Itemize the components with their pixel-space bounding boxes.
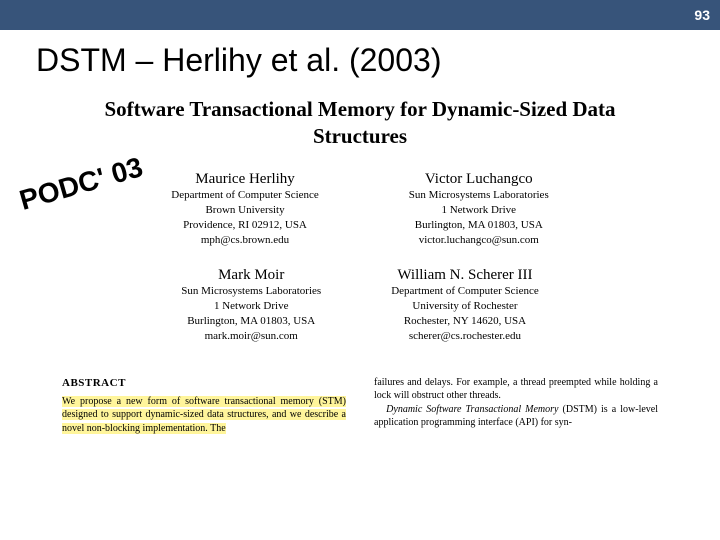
author-email: mph@cs.brown.edu xyxy=(171,233,319,248)
author-block: Victor Luchangco Sun Microsystems Labora… xyxy=(409,171,549,247)
author-city: Rochester, NY 14620, USA xyxy=(391,314,539,329)
author-block: Mark Moir Sun Microsystems Laboratories … xyxy=(181,267,321,343)
author-block: William N. Scherer III Department of Com… xyxy=(391,267,539,343)
author-city: Burlington, MA 01803, USA xyxy=(409,218,549,233)
author-name: Maurice Herlihy xyxy=(171,171,319,188)
paper-title-line2: Structures xyxy=(0,124,720,149)
paper-title-line1: Software Transactional Memory for Dynami… xyxy=(0,97,720,122)
author-email: mark.moir@sun.com xyxy=(181,329,321,344)
author-org: Brown University xyxy=(171,203,319,218)
author-block: Maurice Herlihy Department of Computer S… xyxy=(171,171,319,247)
author-email: scherer@cs.rochester.edu xyxy=(391,329,539,344)
author-city: Providence, RI 02912, USA xyxy=(171,218,319,233)
author-city: Burlington, MA 01803, USA xyxy=(181,314,321,329)
author-dept: Department of Computer Science xyxy=(171,188,319,203)
abstract-left-column: ABSTRACT We propose a new form of softwa… xyxy=(62,376,346,435)
slide-title: DSTM – Herlihy et al. (2003) xyxy=(0,30,720,97)
author-dept: Department of Computer Science xyxy=(391,284,539,299)
author-org: 1 Network Drive xyxy=(409,203,549,218)
author-org: 1 Network Drive xyxy=(181,299,321,314)
abstract-right-indent xyxy=(374,404,386,415)
author-name: Victor Luchangco xyxy=(409,171,549,188)
author-dept: Sun Microsystems Laboratories xyxy=(409,188,549,203)
abstract-highlighted-text: We propose a new form of software transa… xyxy=(62,396,346,434)
abstract-italic-term: Dynamic Software Transactional Memory xyxy=(386,404,558,415)
author-dept: Sun Microsystems Laboratories xyxy=(181,284,321,299)
page-number: 93 xyxy=(694,7,710,23)
header-bar: 93 xyxy=(0,0,720,30)
abstract-section: ABSTRACT We propose a new form of softwa… xyxy=(0,376,720,435)
abstract-right-column: failures and delays. For example, a thre… xyxy=(374,376,658,435)
author-name: Mark Moir xyxy=(181,267,321,284)
abstract-right-line1: failures and delays. For example, a thre… xyxy=(374,377,658,402)
author-email: victor.luchangco@sun.com xyxy=(409,233,549,248)
abstract-heading: ABSTRACT xyxy=(62,376,346,391)
authors-row-2: Mark Moir Sun Microsystems Laboratories … xyxy=(0,267,720,343)
author-org: University of Rochester xyxy=(391,299,539,314)
author-name: William N. Scherer III xyxy=(391,267,539,284)
